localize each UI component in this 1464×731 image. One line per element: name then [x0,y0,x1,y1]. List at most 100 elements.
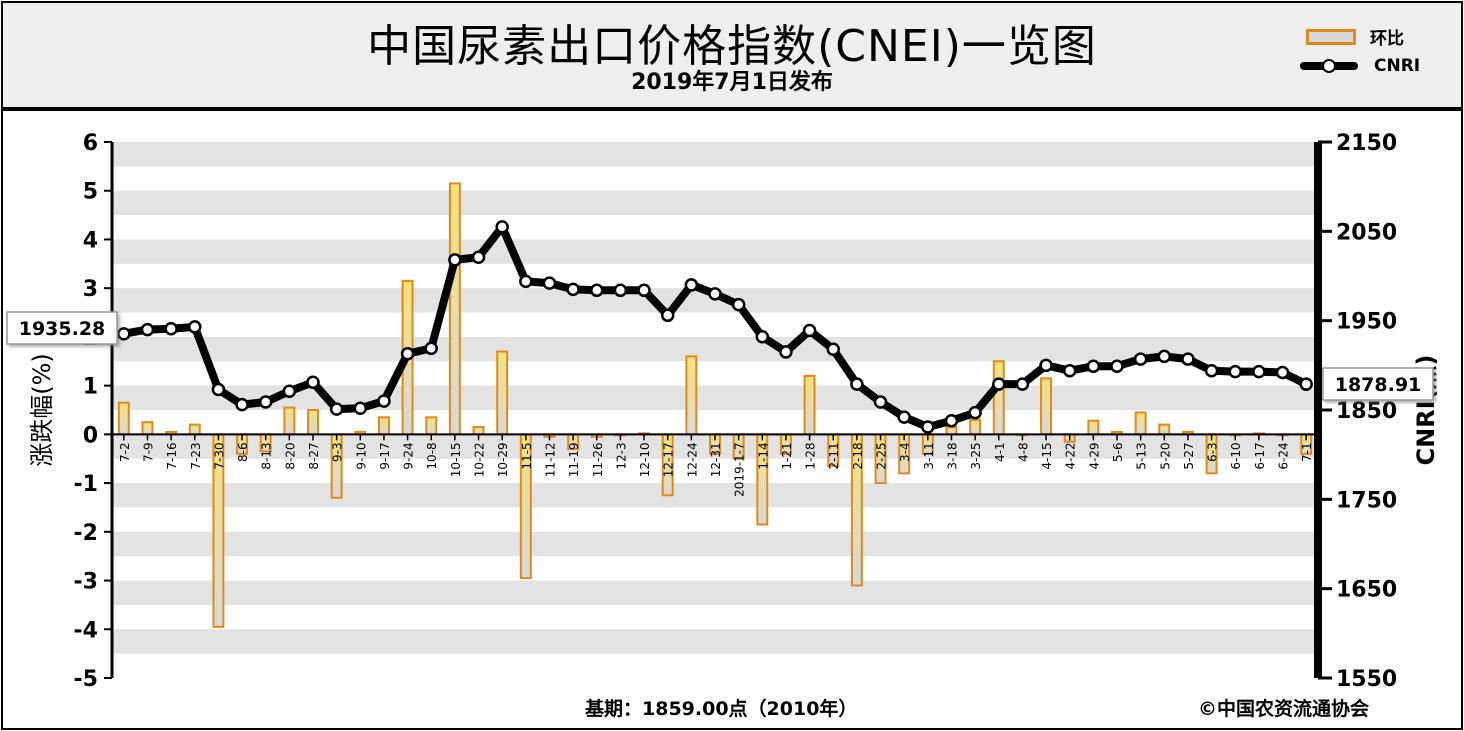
footer-copyright: ©中国农资流通协会 [1198,698,1370,720]
cnri-point-3-11 [921,420,935,434]
x-tick-label: 10-15 [449,442,463,477]
cnri-point-6-24 [1275,365,1290,380]
x-tick-label: 2-18 [851,442,865,469]
x-tick-label: 11-12 [543,442,557,477]
left-tick-label: 1 [83,375,98,400]
x-tick-label: 1-28 [804,442,818,469]
left-tick-label: 0 [83,423,98,448]
cnri-point-5-6 [1110,359,1124,373]
cnri-point-5-20 [1157,349,1172,364]
chart-subtitle: 2019年7月1日发布 [631,70,833,95]
callout-start-value: 1935.28 [6,311,118,345]
bar-7-9 [141,421,154,436]
cnri-point-7-1 [1299,377,1313,391]
bar-10-29 [496,350,509,436]
callout-start-value-text: 1935.28 [19,318,106,340]
cnri-point-1-28 [802,323,817,338]
x-tick-label: 5-27 [1182,442,1196,469]
y-left-title: 涨跌幅(%) [28,353,56,467]
footer-base-period: 基期：1859.00点（2010年） [585,698,858,720]
bar-1-28 [803,374,816,436]
x-tick-label: 12-31 [709,442,723,477]
cnri-point-10-22 [471,250,486,264]
x-tick-label: 10-29 [496,442,510,477]
legend-bar-label: 环比 [1370,29,1404,49]
x-tick-label: 6-10 [1229,442,1243,469]
grid-band [112,385,1318,410]
callout-end-value-text: 1878.91 [1335,374,1422,396]
x-tick-label: 2019-1-7 [733,442,747,496]
cnri-point-8-6 [235,397,249,412]
cnri-point-12-10 [637,283,651,298]
grid-band [112,336,1318,362]
x-tick-label: 1-14 [756,442,770,469]
bar-10-22 [472,426,485,436]
bar-12-24 [685,355,698,436]
cnri-point-6-10 [1228,364,1242,379]
cnri-point-2-11 [826,342,840,357]
legend-line-swatch [1300,57,1358,75]
chart-title: 中国尿素出口价格指数(CNEI)一览图 [367,21,1097,72]
x-tick-label: 5-20 [1158,442,1172,469]
cnri-point-4-8 [1015,377,1030,391]
x-tick-label: 4-8 [1016,442,1030,462]
right-tick-label: 1950 [1336,310,1397,335]
bar-8-20 [283,406,296,436]
grid-band [112,239,1318,264]
left-tick-label: -5 [74,667,98,692]
right-tick-label: 2050 [1336,220,1397,245]
x-tick-label: 7-16 [165,442,179,469]
left-tick-label: -2 [74,521,98,546]
x-tick-label: 11-26 [591,442,605,477]
x-tick-label: 3-18 [945,442,959,469]
x-tick-label: 7-30 [212,442,226,469]
right-tick-label: 1550 [1336,667,1397,692]
left-tick-label: 5 [83,180,98,205]
x-tick-label: 10-8 [425,442,439,469]
cnri-point-5-27 [1181,352,1195,366]
x-tick-label: 11-19 [567,442,581,477]
grid-band [112,531,1318,557]
cnri-point-8-27 [306,375,320,390]
cnri-point-1-14 [755,329,770,344]
x-tick-label: 7-2 [118,442,132,462]
x-tick-label: 4-1 [993,442,1007,462]
cnri-point-6-3 [1204,363,1219,378]
x-tick-label: 7-1 [1300,442,1314,462]
cnri-point-7-30 [211,382,226,397]
cnri-point-6-17 [1252,364,1266,379]
x-tick-label: 12-3 [614,442,628,469]
x-tick-label: 7-9 [141,442,155,462]
x-tick-label: 11-5 [520,442,534,469]
grid-band [112,190,1318,216]
cnri-point-3-18 [944,413,959,428]
bar-10-8 [425,416,438,436]
cnri-point-4-15 [1039,358,1053,373]
cnri-point-4-22 [1062,363,1077,378]
x-tick-label: 9-3 [331,442,345,462]
cnri-point-12-24 [684,278,699,292]
cnri-point-3-25 [968,405,982,420]
x-tick-label: 7-23 [189,442,203,469]
x-tick-label: 4-29 [1087,442,1101,469]
legend-item-bar: 环比 [1306,24,1404,49]
left-tick-label: 4 [83,228,98,253]
x-tick-label: 8-6 [236,442,250,462]
bar-3-18 [945,426,958,436]
x-tick-label: 6-3 [1206,442,1220,462]
cnri-point-2-18 [850,377,864,391]
grid-band [112,142,1318,167]
x-tick-label: 4-15 [1040,442,1054,469]
x-tick-label: 3-4 [898,442,912,462]
cnri-point-12-3 [613,283,628,298]
cnri-point-2-25 [873,395,888,409]
cnri-point-11-19 [566,282,580,297]
x-tick-label: 5-13 [1135,442,1149,469]
x-tick-label: 10-22 [473,442,487,477]
x-tick-label: 8-13 [260,442,274,469]
chart-header [1,1,1463,111]
cnri-point-10-8 [424,341,438,356]
cnri-point-11-26 [590,283,604,298]
x-tick-label: 12-24 [685,442,699,477]
